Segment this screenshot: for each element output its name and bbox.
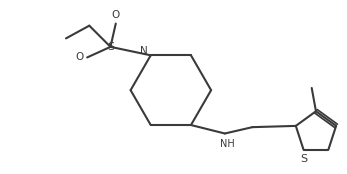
Text: S: S [300,154,307,164]
Text: O: O [76,52,84,62]
Text: NH: NH [220,139,234,149]
Text: O: O [112,10,120,20]
Text: N: N [141,46,148,56]
Text: S: S [107,42,114,52]
